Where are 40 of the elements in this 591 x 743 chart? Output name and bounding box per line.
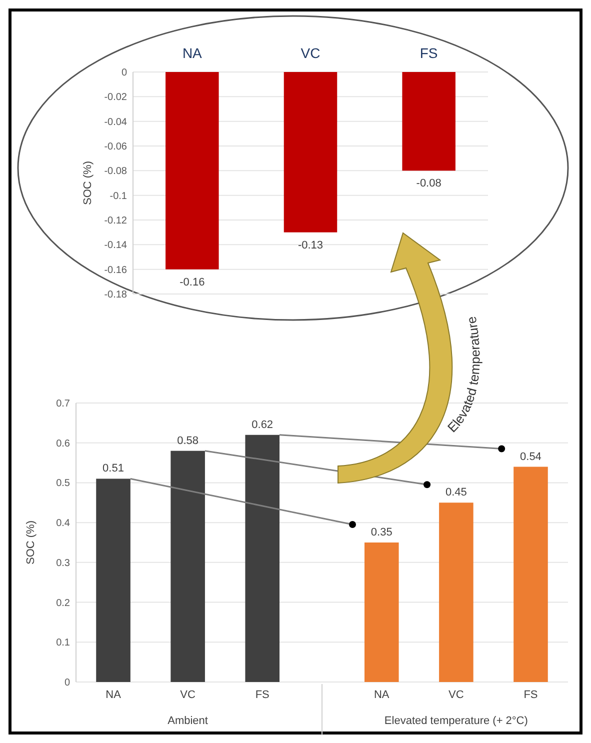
data-label: 0.35 — [370, 526, 392, 538]
y-tick-label: -0.08 — [104, 166, 128, 178]
data-label: 0.51 — [102, 462, 124, 475]
y-tick-label: 0.7 — [56, 398, 70, 410]
y-tick-label: -0.1 — [110, 190, 128, 202]
y-tick-label: 0.6 — [56, 438, 70, 450]
y-tick-label: -0.04 — [104, 116, 128, 128]
y-axis-title: SOC (%) — [82, 161, 94, 205]
y-tick-label: -0.16 — [104, 264, 128, 276]
x-tick-label: VC — [300, 45, 320, 61]
y-tick-label: 0.2 — [56, 598, 70, 609]
data-label: 0.45 — [445, 486, 467, 499]
x-tick-label: FS — [255, 689, 270, 701]
data-label: 0.54 — [520, 450, 542, 463]
x-tick-label: NA — [106, 689, 122, 701]
y-axis-title: SOC (%) — [25, 520, 37, 564]
y-tick-label: -0.14 — [104, 240, 128, 252]
y-tick-label: -0.12 — [104, 216, 128, 226]
data-label: 0.58 — [177, 434, 199, 447]
x-tick-label: FS — [420, 45, 438, 61]
data-label: -0.16 — [180, 276, 205, 288]
y-tick-label: 0.4 — [56, 518, 70, 530]
data-label: 0.62 — [252, 418, 274, 431]
x-tick-label: NA — [374, 689, 390, 701]
text: Elevated temperature (+ 2°C) — [384, 715, 528, 727]
y-tick-label: 0.5 — [56, 478, 70, 490]
y-tick-label: 0.3 — [56, 558, 70, 569]
y-tick-label: -0.06 — [104, 142, 128, 152]
text: Ambient — [168, 715, 208, 727]
x-tick-label: NA — [182, 45, 203, 61]
y-tick-label: 0 — [64, 678, 70, 688]
y-tick-label: 0 — [121, 68, 128, 78]
y-tick-label: 0.1 — [56, 638, 70, 649]
x-tick-label: FS — [524, 689, 538, 701]
x-tick-label: VC — [448, 689, 464, 701]
x-tick-label: VC — [180, 689, 196, 701]
data-label: -0.08 — [416, 178, 442, 190]
y-tick-label: -0.02 — [104, 92, 128, 104]
data-label: -0.13 — [298, 239, 324, 252]
y-tick-label: -0.18 — [104, 290, 128, 300]
